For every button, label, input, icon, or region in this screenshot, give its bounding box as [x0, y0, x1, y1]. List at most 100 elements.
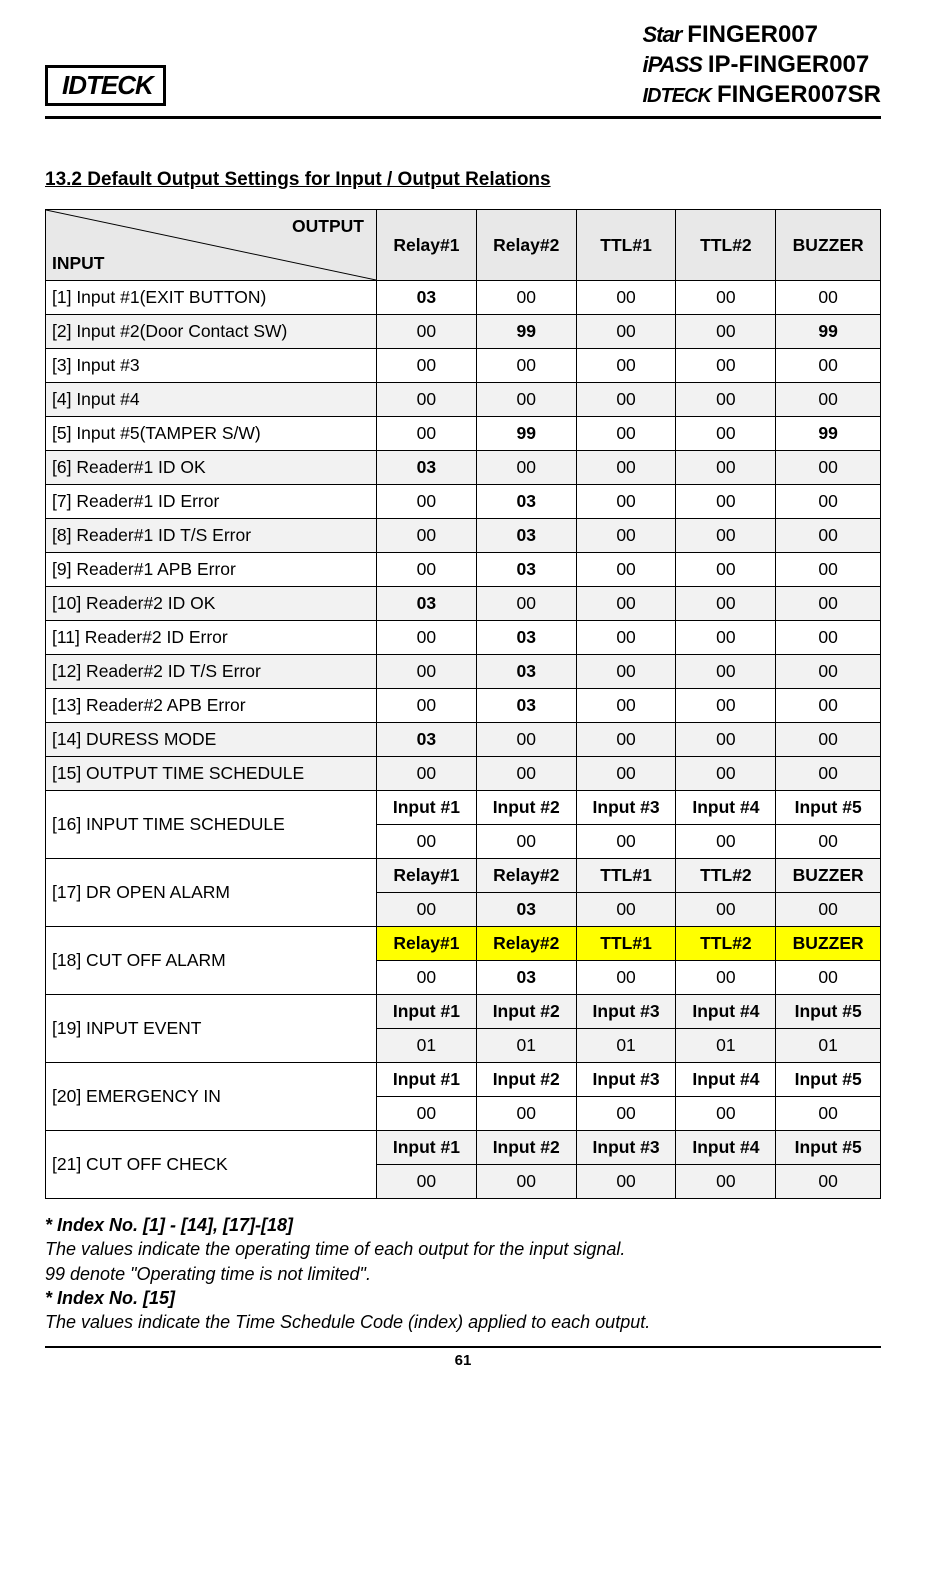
- footnote-text-a1: The values indicate the operating time o…: [45, 1237, 881, 1261]
- cell: 03: [476, 689, 576, 723]
- row-label: [15] OUTPUT TIME SCHEDULE: [46, 757, 377, 791]
- cell: 00: [377, 655, 477, 689]
- row-label: [7] Reader#1 ID Error: [46, 485, 377, 519]
- cell: 00: [476, 281, 576, 315]
- cell: 00: [776, 519, 881, 553]
- footnote-text-b: The values indicate the Time Schedule Co…: [45, 1310, 881, 1334]
- sub-header: Relay#1: [377, 927, 477, 961]
- cell: 00: [476, 723, 576, 757]
- row-label: [3] Input #3: [46, 349, 377, 383]
- cell: 03: [476, 553, 576, 587]
- col-header-2: TTL#1: [576, 210, 676, 281]
- cell: 00: [377, 417, 477, 451]
- product-line-2: IDTECK FINGER007SR: [642, 80, 881, 110]
- cell: 00: [676, 485, 776, 519]
- cell: 01: [776, 1029, 881, 1063]
- cell: 00: [476, 587, 576, 621]
- col-header-4: BUZZER: [776, 210, 881, 281]
- cell: 00: [576, 349, 676, 383]
- sub-header: Input #4: [676, 995, 776, 1029]
- row-label: [20] EMERGENCY IN: [46, 1063, 377, 1131]
- cell: 00: [476, 757, 576, 791]
- row-label: [16] INPUT TIME SCHEDULE: [46, 791, 377, 859]
- sub-header: Input #5: [776, 995, 881, 1029]
- cell: 00: [377, 689, 477, 723]
- cell: 00: [576, 961, 676, 995]
- cell: 00: [377, 621, 477, 655]
- model-0: FINGER007: [687, 20, 818, 50]
- sub-header: Input #1: [377, 995, 477, 1029]
- section-title: 13.2 Default Output Settings for Input /…: [45, 169, 881, 191]
- cell: 00: [776, 689, 881, 723]
- cell: 00: [576, 689, 676, 723]
- sub-header: Input #4: [676, 1063, 776, 1097]
- row-label: [10] Reader#2 ID OK: [46, 587, 377, 621]
- row-label: [14] DURESS MODE: [46, 723, 377, 757]
- sub-header: Input #2: [476, 791, 576, 825]
- row-label: [6] Reader#1 ID OK: [46, 451, 377, 485]
- footnote-text-a2: 99 denote "Operating time is not limited…: [45, 1262, 881, 1286]
- row-label: [4] Input #4: [46, 383, 377, 417]
- row-label: [21] CUT OFF CHECK: [46, 1131, 377, 1199]
- cell: 00: [676, 655, 776, 689]
- sub-header: Input #3: [576, 1131, 676, 1165]
- cell: 00: [576, 485, 676, 519]
- cell: 99: [776, 315, 881, 349]
- cell: 00: [476, 451, 576, 485]
- product-line-0: Star FINGER007: [642, 20, 881, 50]
- cell: 00: [676, 893, 776, 927]
- corner-input: INPUT: [52, 253, 105, 274]
- sub-header: Input #1: [377, 791, 477, 825]
- cell: 00: [576, 383, 676, 417]
- cell: 00: [377, 553, 477, 587]
- cell: 03: [476, 961, 576, 995]
- product-list: Star FINGER007 iPASS IP-FINGER007 IDTECK…: [642, 20, 881, 110]
- cell: 00: [377, 961, 477, 995]
- cell: 03: [377, 451, 477, 485]
- cell: 00: [676, 349, 776, 383]
- row-label: [12] Reader#2 ID T/S Error: [46, 655, 377, 689]
- cell: 00: [576, 587, 676, 621]
- cell: 03: [377, 723, 477, 757]
- row-label: [2] Input #2(Door Contact SW): [46, 315, 377, 349]
- sub-header: Input #5: [776, 1131, 881, 1165]
- cell: 00: [776, 349, 881, 383]
- cell: 00: [576, 1165, 676, 1199]
- page-header: IDTECK Star FINGER007 iPASS IP-FINGER007…: [45, 20, 881, 110]
- sub-header: Input #3: [576, 995, 676, 1029]
- sub-header: Input #2: [476, 1131, 576, 1165]
- sub-header: Input #5: [776, 1063, 881, 1097]
- row-label: [17] DR OPEN ALARM: [46, 859, 377, 927]
- sub-header: Relay#2: [476, 927, 576, 961]
- cell: 00: [776, 723, 881, 757]
- model-2: FINGER007SR: [717, 80, 881, 110]
- cell: 03: [377, 587, 477, 621]
- cell: 00: [776, 451, 881, 485]
- header-rule: [45, 116, 881, 119]
- cell: 00: [676, 553, 776, 587]
- footnote-index-b: * Index No. [15]: [45, 1286, 881, 1310]
- sub-header: Input #5: [776, 791, 881, 825]
- cell: 00: [576, 315, 676, 349]
- cell: 00: [776, 825, 881, 859]
- cell: 01: [576, 1029, 676, 1063]
- cell: 03: [476, 893, 576, 927]
- sub-header: Input #2: [476, 1063, 576, 1097]
- cell: 00: [377, 893, 477, 927]
- cell: 00: [576, 417, 676, 451]
- cell: 00: [576, 723, 676, 757]
- cell: 00: [776, 383, 881, 417]
- cell: 00: [676, 621, 776, 655]
- cell: 01: [476, 1029, 576, 1063]
- cell: 00: [776, 485, 881, 519]
- sub-header: BUZZER: [776, 859, 881, 893]
- cell: 00: [377, 1097, 477, 1131]
- row-label: [9] Reader#1 APB Error: [46, 553, 377, 587]
- io-table: OUTPUTINPUTRelay#1Relay#2TTL#1TTL#2BUZZE…: [45, 209, 881, 1199]
- cell: 03: [476, 655, 576, 689]
- cell: 00: [476, 1165, 576, 1199]
- sub-header: Input #3: [576, 791, 676, 825]
- cell: 00: [676, 315, 776, 349]
- cell: 00: [676, 961, 776, 995]
- cell: 00: [676, 825, 776, 859]
